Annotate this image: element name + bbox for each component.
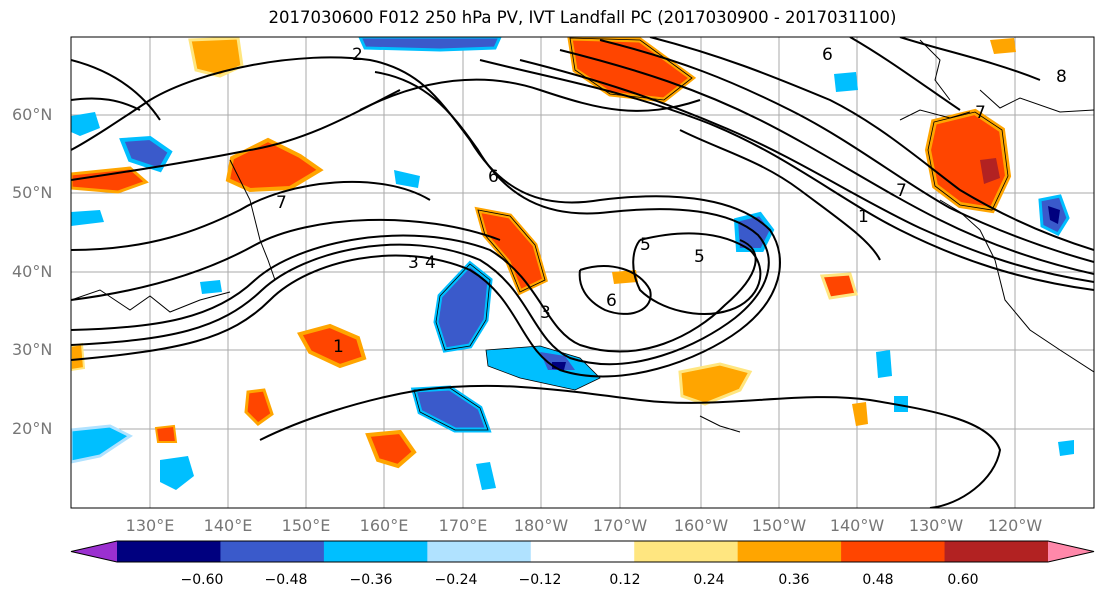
positive-anomaly-patch — [365, 429, 417, 469]
positive-anomaly-patch — [244, 388, 274, 426]
positive-anomaly-patch — [612, 270, 638, 284]
positive-anomaly-patch — [980, 158, 1000, 184]
contour-label: 4 — [425, 253, 436, 273]
colorbar-tick-label: 0.12 — [609, 572, 641, 588]
colorbar-tick-label: −0.12 — [518, 572, 562, 588]
negative-anomaly-patch — [476, 462, 496, 490]
negative-anomaly-patch — [200, 280, 222, 294]
negative-anomaly-patch — [834, 72, 858, 92]
colorbar-tick-label: 0.36 — [778, 572, 810, 588]
colorbar-tick-label: 0.48 — [862, 572, 894, 588]
contour-label: 1 — [333, 337, 344, 357]
negative-anomaly-patch — [486, 346, 600, 390]
colorbar-extend-high — [1048, 541, 1094, 562]
colorbar-segment — [634, 541, 739, 562]
colorbar — [70, 540, 1095, 563]
colorbar-outline — [70, 540, 1095, 563]
colorbar-segment — [530, 541, 635, 562]
colorbar-segment — [117, 541, 221, 562]
gridlines — [71, 37, 1094, 508]
negative-anomaly-patch — [1058, 440, 1074, 456]
contour-label: 6 — [822, 45, 833, 65]
contour-label: 5 — [640, 235, 651, 255]
negative-anomaly-patch — [71, 210, 104, 226]
lon-label: 140°W — [829, 516, 885, 535]
lon-label: 170°E — [438, 516, 488, 535]
contour-label: 7 — [975, 103, 986, 123]
contour-label: 5 — [694, 247, 705, 267]
colorbar-tick-label: −0.24 — [434, 572, 478, 588]
negative-anomaly-patch — [71, 112, 100, 136]
negative-anomaly-patch — [71, 424, 133, 464]
lon-label: 130°W — [908, 516, 964, 535]
positive-anomaly-patch — [990, 38, 1016, 54]
positive-anomaly-patch — [852, 402, 868, 426]
contour-label: 6 — [606, 291, 617, 311]
positive-anomaly-patch — [819, 272, 858, 300]
positive-anomaly-patch — [71, 342, 86, 372]
lon-label: 140°E — [203, 516, 253, 535]
colorbar-tick-label: −0.36 — [349, 572, 393, 588]
colorbar-segment — [427, 541, 532, 562]
lat-label-20n: 20°N — [12, 419, 53, 438]
contour-label: 7 — [276, 193, 287, 213]
positive-anomaly-patch — [71, 166, 149, 194]
contour-label: 6 — [488, 167, 499, 187]
lon-label: 170°W — [592, 516, 648, 535]
negative-anomaly-patch — [1048, 206, 1060, 224]
lon-label: 160°E — [359, 516, 409, 535]
map-frame — [70, 36, 1095, 509]
colorbar-tick-label: −0.48 — [264, 572, 308, 588]
colorbar-extend-low — [71, 541, 117, 562]
contour-label: 7 — [896, 181, 907, 201]
positive-anomaly-patch — [297, 323, 367, 369]
negative-anomaly-patch — [876, 350, 892, 378]
colorbar-tick-label: −0.60 — [180, 572, 224, 588]
lon-label: 150°W — [751, 516, 807, 535]
colorbar-tick-label: 0.24 — [693, 572, 725, 588]
figure-title: 2017030600 F012 250 hPa PV, IVT Landfall… — [268, 8, 897, 27]
negative-anomaly-patch — [119, 135, 173, 173]
contour-label: 3 — [408, 253, 419, 273]
lon-label: 160°W — [673, 516, 729, 535]
pv-contours — [71, 37, 1094, 508]
contour-labels: 1 2 3 4 5 6 7 8 6 5 1 7 6 3 7 — [276, 45, 1067, 357]
lat-label-30n: 30°N — [12, 340, 53, 359]
contour-label: 8 — [1056, 67, 1067, 87]
lon-label: 120°W — [987, 516, 1043, 535]
contour-label: 2 — [352, 45, 363, 65]
negative-anomaly-patch — [394, 170, 420, 188]
contour-label: 1 — [858, 207, 869, 227]
negative-anomaly-patch — [160, 456, 194, 490]
lat-label-50n: 50°N — [12, 183, 53, 202]
lat-label-40n: 40°N — [12, 262, 53, 281]
colorbar-segment — [841, 541, 946, 562]
colorbar-segment — [220, 541, 325, 562]
positive-anomaly-patch — [154, 424, 178, 443]
lon-label: 130°E — [125, 516, 175, 535]
lon-label: 180°W — [513, 516, 569, 535]
colorbar-segment — [323, 541, 428, 562]
colorbar-segment — [737, 541, 842, 562]
negative-anomaly-patch — [894, 396, 908, 412]
positive-anomaly-patch — [188, 37, 244, 78]
positive-anomaly-patch — [678, 362, 753, 406]
lat-label-60n: 60°N — [12, 105, 53, 124]
lon-label: 150°E — [281, 516, 331, 535]
negative-anomaly-patch — [358, 37, 502, 52]
colorbar-tick-label: 0.60 — [947, 572, 979, 588]
colorbar-segment — [944, 541, 1049, 562]
contour-label: 3 — [540, 303, 551, 323]
positive-anomaly-patch — [225, 137, 324, 193]
negative-anomaly-patch — [540, 352, 575, 370]
